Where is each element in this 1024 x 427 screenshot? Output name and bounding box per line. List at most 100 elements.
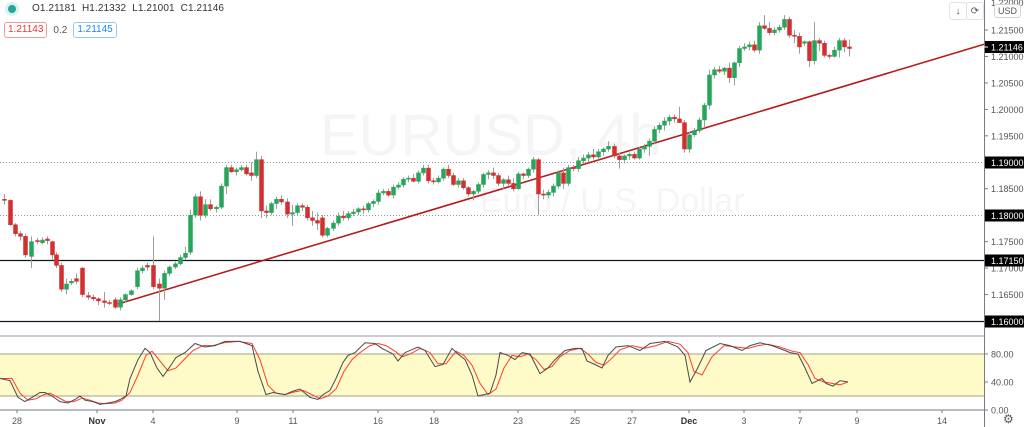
candle: [777, 27, 782, 31]
candle: [446, 168, 451, 176]
scroll-to-realtime-button[interactable]: ↓: [949, 2, 967, 20]
candle: [536, 159, 541, 195]
candle: [702, 104, 707, 121]
reset-chart-button[interactable]: ⟳: [966, 2, 984, 20]
market-status-dot: [8, 4, 16, 13]
stochastic-axis[interactable]: 80.00 40.00 0.00: [984, 350, 1014, 416]
candle: [546, 192, 551, 196]
candle: [436, 177, 441, 183]
horizontal-levels[interactable]: [0, 162, 984, 323]
candle: [320, 217, 325, 236]
candle: [717, 69, 722, 72]
trendline[interactable]: [117, 43, 986, 305]
candle: [456, 180, 461, 185]
candle: [346, 213, 351, 219]
ohlc-close: C1.21146: [180, 3, 225, 14]
last-price-label: 1.21146: [991, 43, 1023, 53]
candle: [466, 187, 471, 195]
price-tick-label: 1.21500: [991, 26, 1024, 36]
buy-button[interactable]: 1.21145: [73, 22, 117, 38]
candle: [285, 201, 290, 215]
candle: [461, 180, 466, 188]
candle: [742, 46, 747, 49]
candle: [259, 159, 264, 212]
candle: [441, 168, 446, 179]
candle: [832, 49, 837, 57]
sell-button[interactable]: 1.21143: [4, 22, 48, 38]
time-tick-label: 3: [741, 416, 746, 426]
time-tick-label: 18: [429, 416, 439, 426]
candle: [295, 205, 300, 213]
level-price-label: 1.19000: [991, 158, 1024, 168]
candle: [203, 204, 208, 216]
candle: [64, 283, 69, 290]
candle: [531, 159, 536, 170]
candle: [224, 167, 229, 187]
stochastic-band: [0, 354, 984, 396]
stochastic-tick-label: 80.00: [991, 350, 1014, 360]
candle: [300, 205, 305, 208]
candle: [787, 19, 792, 36]
candle: [476, 184, 481, 192]
candle: [812, 40, 817, 61]
candle: [290, 212, 295, 215]
candle: [647, 140, 652, 147]
candle: [566, 167, 571, 184]
candle: [556, 172, 561, 187]
candle: [371, 201, 376, 204]
candle: [8, 200, 13, 225]
candle: [29, 241, 34, 257]
candle: [50, 241, 55, 256]
candle: [401, 178, 406, 186]
price-tick-label: 1.20500: [991, 78, 1024, 88]
candle: [336, 215, 341, 224]
currency-label[interactable]: USD: [994, 4, 1022, 18]
candle: [471, 191, 476, 195]
candle: [657, 124, 662, 130]
candle: [102, 300, 107, 303]
candle: [797, 36, 802, 48]
candle: [113, 299, 118, 308]
candle: [310, 217, 315, 221]
reset-icon: ⟳: [970, 5, 980, 17]
candle: [682, 122, 687, 150]
candle: [496, 175, 501, 184]
candle: [96, 298, 101, 302]
settings-gear-icon[interactable]: ⚙: [1003, 412, 1014, 426]
candle: [274, 199, 279, 204]
candle: [193, 196, 198, 216]
candle: [521, 173, 526, 176]
candle: [54, 254, 59, 266]
candle: [140, 267, 145, 271]
time-tick-label: 14: [937, 416, 947, 426]
time-tick-label: 28: [12, 416, 22, 426]
candle: [591, 154, 596, 158]
candle: [541, 193, 546, 196]
candle: [807, 41, 812, 61]
time-tick-label: 7: [797, 416, 802, 426]
candle: [431, 180, 436, 183]
ohlc-high: H1.21332: [81, 3, 127, 14]
candle: [737, 48, 742, 64]
candle: [244, 167, 249, 175]
candle: [747, 44, 752, 48]
quote-panel: 1.21143 0.2 1.21145: [4, 22, 117, 38]
candle: [732, 62, 737, 78]
candle: [752, 44, 757, 51]
candle: [511, 183, 516, 189]
candle: [356, 208, 361, 213]
candle: [45, 238, 50, 241]
candle: [188, 214, 193, 253]
candle: [40, 239, 45, 243]
stochastic-tick-label: 0.00: [991, 406, 1009, 416]
candle: [727, 67, 732, 78]
time-axis[interactable]: 28 Nov 4 9 11 16 18 23 25 27 Dec 3 7 9 14: [12, 410, 947, 426]
candle: [123, 294, 128, 301]
candle: [214, 206, 219, 210]
candle: [305, 206, 310, 219]
candle: [576, 160, 581, 169]
candle: [411, 177, 416, 182]
candle: [129, 290, 134, 295]
candle: [167, 266, 172, 274]
